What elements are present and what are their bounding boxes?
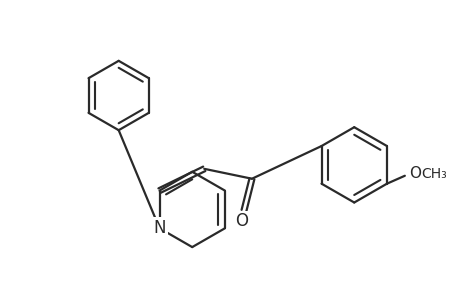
Text: O: O [235, 212, 248, 230]
Text: CH₃: CH₃ [420, 167, 446, 181]
Text: O: O [408, 166, 420, 181]
Text: N: N [153, 219, 165, 237]
